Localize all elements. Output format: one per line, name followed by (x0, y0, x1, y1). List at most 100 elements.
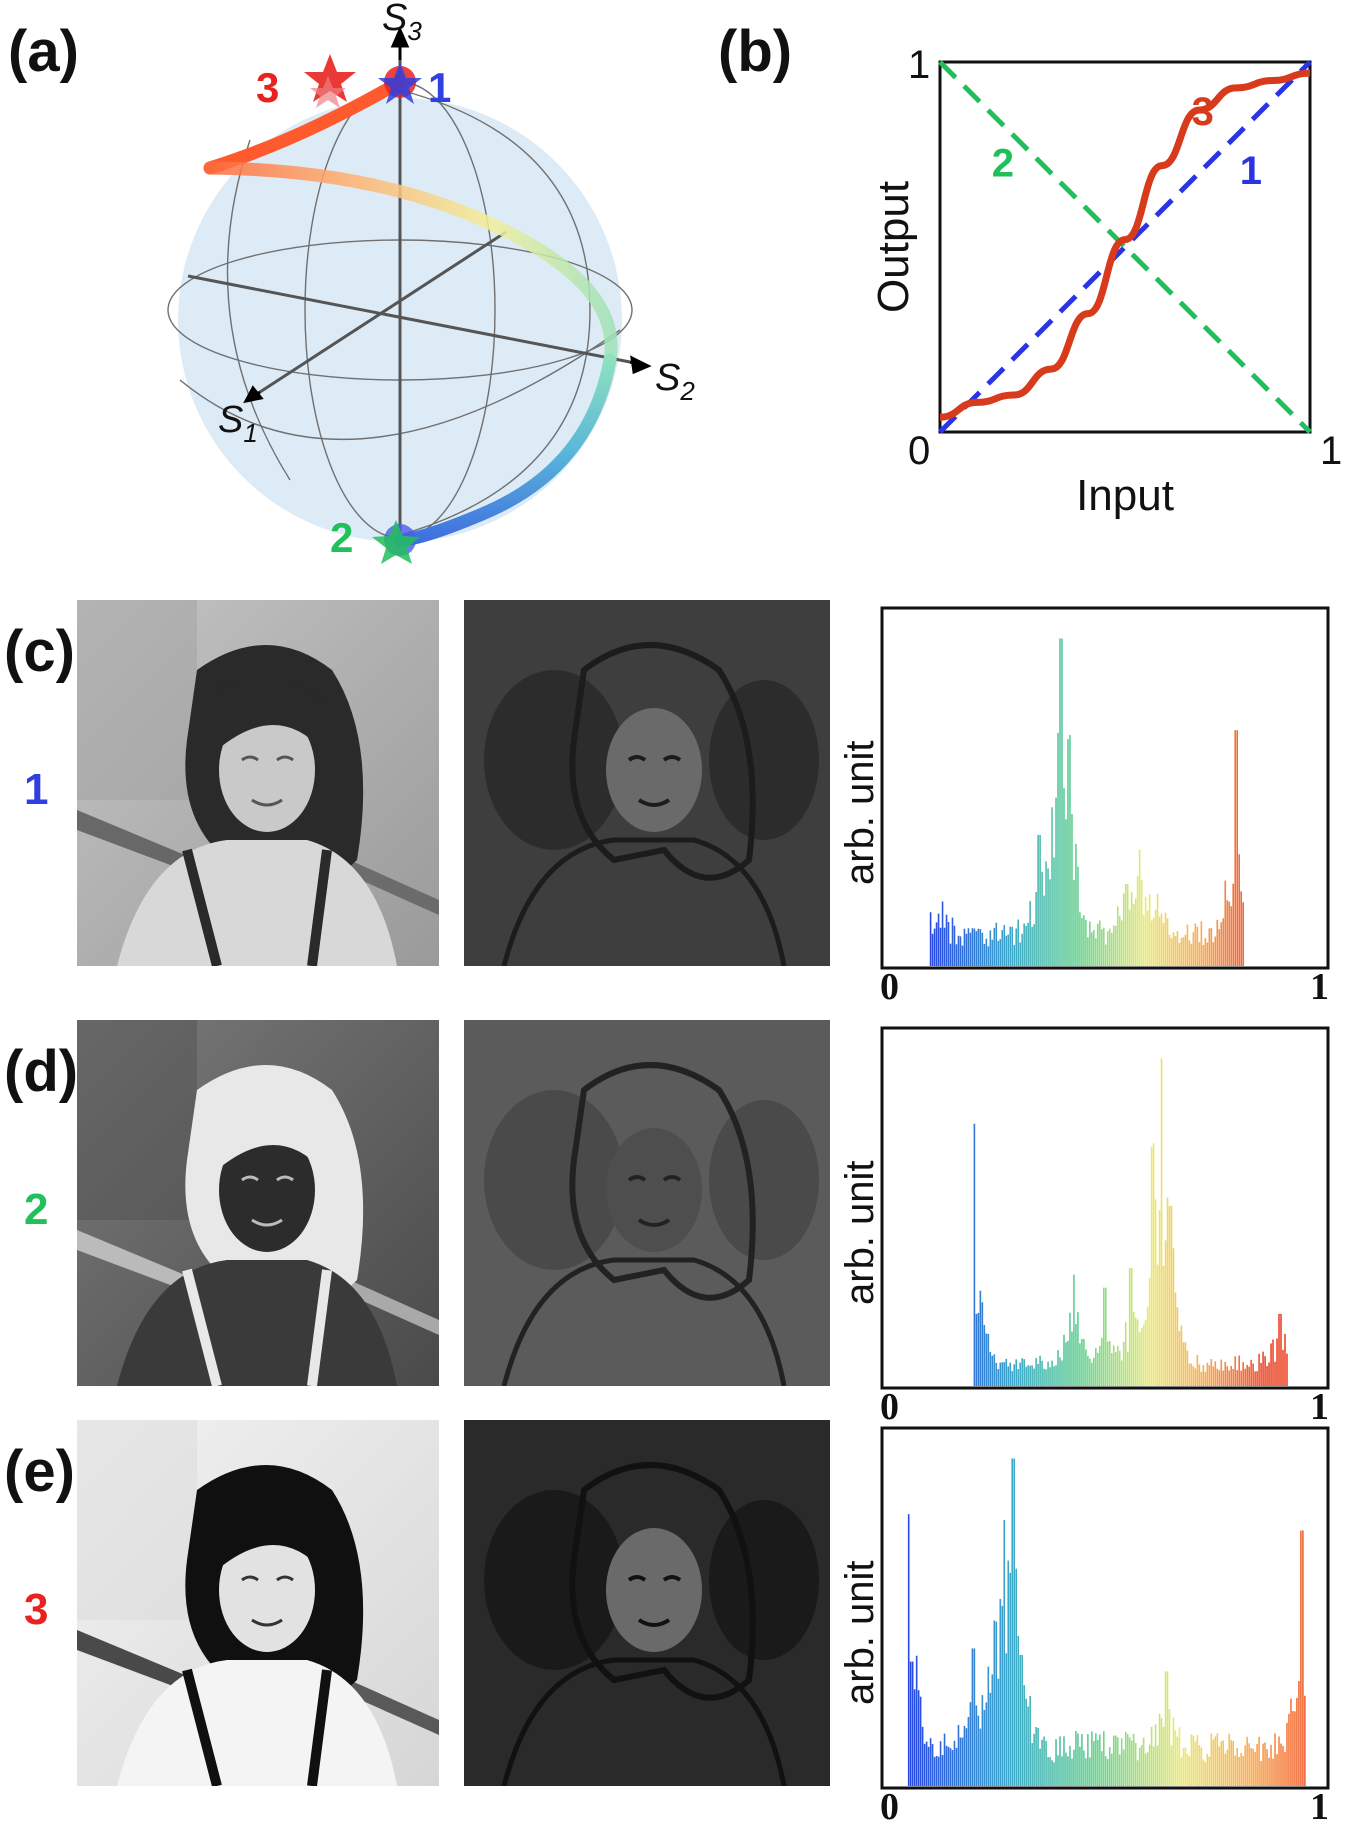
hist-bar (1208, 1365, 1211, 1386)
hist-bar (975, 1313, 978, 1386)
hist-bar (1134, 1742, 1137, 1786)
hist-bar (923, 1743, 926, 1786)
hist-bar (1041, 1739, 1043, 1786)
hist-bar (1198, 1364, 1201, 1386)
hist-bar (1065, 819, 1067, 966)
hist-bar (1178, 1331, 1181, 1386)
hist-xtick-1: 1 (1310, 1386, 1329, 1428)
hist-bar (1150, 920, 1153, 966)
hist-bar (1240, 1370, 1242, 1386)
hist-bar (961, 945, 964, 966)
hist-bar (983, 943, 986, 966)
hist-bar (1258, 1353, 1260, 1386)
hist-bar (1099, 920, 1101, 966)
ytick-1: 1 (908, 43, 930, 87)
hist-bar (1069, 734, 1071, 966)
hist-bar (981, 1302, 984, 1386)
hist-bar (1238, 1757, 1240, 1786)
hist-bar (937, 1756, 940, 1786)
histogram (880, 1426, 1330, 1790)
hist-bar (1015, 928, 1018, 966)
hist-bar (921, 1726, 924, 1786)
output-photo (464, 1420, 830, 1786)
hist-bar (1214, 1736, 1217, 1786)
hist-bar (1168, 1205, 1171, 1386)
hist-bar (1132, 903, 1135, 966)
input-photo (77, 1420, 439, 1786)
hist-bar (1093, 1357, 1095, 1386)
hist-bar (1280, 1743, 1282, 1786)
panel-label-d: (d) (4, 1039, 79, 1104)
hist-xtick-1: 1 (1310, 1786, 1329, 1828)
hist-bar (1240, 1752, 1242, 1786)
hist-bar (1146, 1752, 1149, 1786)
hist-bar (1069, 1745, 1071, 1786)
panel-label-b: (b) (718, 19, 793, 84)
hist-bar (1202, 945, 1205, 966)
hist-bar (1138, 849, 1141, 966)
hist-bar (1095, 1733, 1097, 1786)
hist-bar (1188, 1756, 1191, 1786)
hist-bar (1180, 1757, 1183, 1786)
hist-bar (1148, 1277, 1151, 1386)
output-photo (464, 600, 830, 966)
hist-bar (1106, 1758, 1109, 1786)
hist-bar (1284, 1333, 1286, 1386)
hist-bar (1176, 1307, 1179, 1386)
hist-bar (1162, 1265, 1165, 1386)
hist-bar (935, 922, 938, 966)
hist-bar (1021, 933, 1023, 966)
hist-bar (995, 1621, 998, 1786)
hist-bar (1095, 938, 1097, 966)
hist-ylabel: arb. unit (838, 740, 882, 885)
hist-bar (1091, 1362, 1093, 1386)
hist-bar (1103, 1731, 1105, 1786)
hist-bar (1236, 1747, 1238, 1786)
hist-bar (1164, 1240, 1167, 1386)
hist-bar (1049, 879, 1051, 966)
hist-bar (1220, 1359, 1223, 1386)
hist-bar (1089, 1757, 1091, 1786)
hist-bar (1200, 921, 1203, 966)
hist-bar (1154, 1724, 1157, 1786)
hist-bar (1035, 892, 1037, 966)
histogram (880, 1026, 1330, 1390)
hist-bar (1101, 1337, 1103, 1386)
hist-bar (1218, 1746, 1221, 1786)
hist-bar (1142, 1737, 1145, 1786)
hist-bar (981, 932, 984, 966)
hist-bar (1105, 944, 1107, 966)
point-marker-3 (304, 54, 356, 108)
hist-bar (1140, 1745, 1143, 1786)
hist-bar (1192, 931, 1195, 966)
hist-bar (1081, 918, 1083, 966)
hist-bar (947, 922, 950, 966)
hist-bar (1276, 1754, 1278, 1786)
point-label-3: 3 (256, 64, 279, 111)
hist-bar (1041, 871, 1043, 966)
hist-bar (1186, 1754, 1189, 1786)
hist-bar (1268, 1757, 1270, 1786)
hist-bar (975, 1705, 978, 1786)
hist-bar (1236, 730, 1238, 966)
hist-bar (1011, 1371, 1014, 1386)
hist-bar (1112, 1345, 1115, 1386)
hist-xtick-1: 1 (1310, 966, 1329, 1008)
hist-bar (969, 1702, 972, 1786)
hist-bar (1003, 924, 1006, 966)
hist-bar (1212, 942, 1215, 966)
hist-bar (1152, 918, 1155, 966)
hist-bar (949, 1748, 952, 1786)
hist-bar (911, 1661, 914, 1786)
hist-bar (1031, 1365, 1033, 1386)
hist-bar (1067, 1340, 1069, 1386)
hist-bar (1101, 1751, 1103, 1786)
hist-bar (1218, 1370, 1221, 1386)
histogram (880, 606, 1330, 970)
hist-bar (1286, 1722, 1288, 1786)
hist-bar (1073, 879, 1075, 966)
hist-bar (1101, 929, 1103, 966)
hist-bar (997, 1369, 1000, 1386)
hist-bar (1009, 926, 1012, 966)
hist-bar (1093, 930, 1095, 966)
